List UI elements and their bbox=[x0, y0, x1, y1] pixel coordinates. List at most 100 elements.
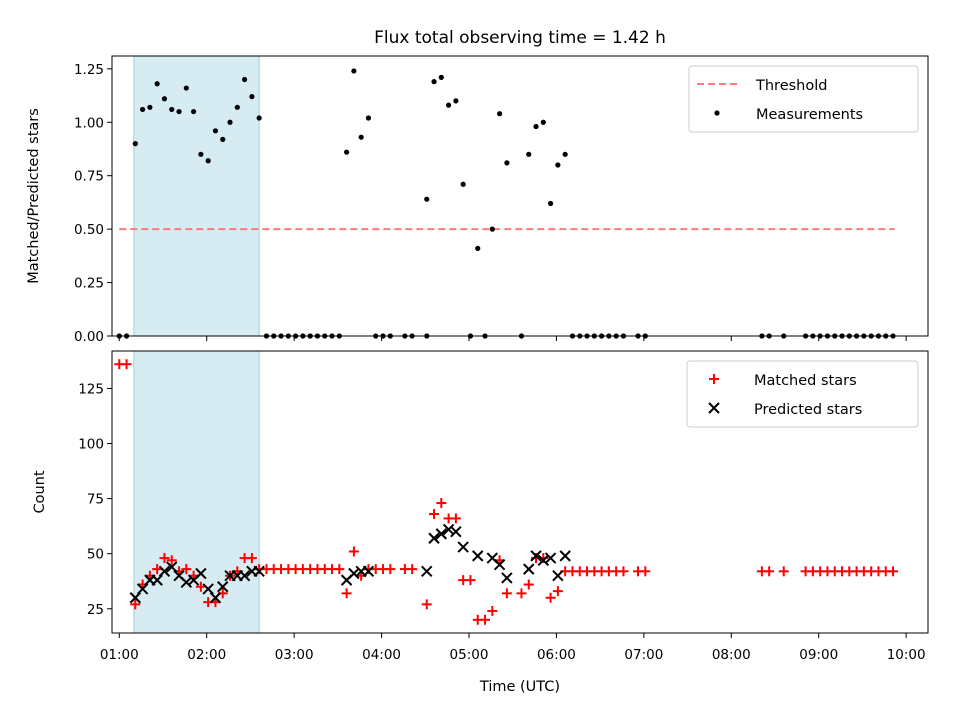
measurement-point bbox=[220, 136, 226, 142]
measurement-point bbox=[475, 245, 481, 251]
measurement-point bbox=[453, 98, 459, 104]
predicted-legend-swatch bbox=[708, 402, 720, 414]
bottom-y-tick-label: 25 bbox=[87, 602, 104, 618]
top-y-tick-label: 0.75 bbox=[74, 169, 104, 185]
measurement-point bbox=[176, 108, 182, 115]
measurement-point bbox=[256, 115, 262, 121]
measurement-point bbox=[460, 181, 466, 187]
measurement-point bbox=[431, 79, 437, 85]
predicted-star-point bbox=[501, 572, 513, 584]
predicted-star-point bbox=[435, 528, 448, 540]
bottom-legend: Matched stars Predicted stars bbox=[686, 360, 919, 428]
matched-star-point bbox=[640, 566, 651, 577]
predicted-star-point bbox=[195, 567, 207, 580]
matched-star-point bbox=[385, 564, 396, 575]
bottom-y-axis-label: Count bbox=[32, 470, 48, 513]
top-legend-box bbox=[688, 65, 919, 133]
matched-star-point bbox=[764, 566, 775, 577]
matched-star-point bbox=[407, 564, 418, 575]
matched-star-point bbox=[450, 513, 461, 524]
bottom-x-tick-label: 05:00 bbox=[450, 647, 489, 663]
matched-star-point bbox=[501, 588, 512, 599]
measurement-point bbox=[548, 200, 554, 207]
bottom-x-tick-label: 06:00 bbox=[537, 647, 576, 663]
matched-star-point bbox=[195, 581, 206, 592]
measurements-legend-swatch bbox=[714, 110, 720, 116]
measurement-point bbox=[358, 134, 364, 140]
measurement-point bbox=[227, 119, 233, 125]
matched-star-point bbox=[778, 566, 789, 577]
predicted-star-point bbox=[136, 583, 149, 595]
predicted-star-point bbox=[151, 574, 163, 586]
matched-star-point bbox=[421, 599, 432, 610]
matched-star-point bbox=[429, 509, 440, 520]
matched-star-point bbox=[523, 579, 534, 590]
predicted-star-point bbox=[442, 523, 455, 536]
measurements-legend-label: Measurements bbox=[756, 107, 863, 123]
measurement-point bbox=[183, 85, 189, 91]
top-x-ticks bbox=[118, 336, 907, 341]
measurement-point bbox=[161, 96, 168, 102]
top-legend: Threshold Measurements bbox=[688, 65, 919, 133]
measurement-point bbox=[205, 158, 211, 164]
top-y-tick-label: 0.00 bbox=[74, 329, 104, 345]
bottom-x-tick-label: 04:00 bbox=[362, 647, 401, 663]
bottom-x-ticks: 01:00 02:00 03:00 04:00 05:00 06:00 07:00 08:00… bbox=[100, 633, 926, 663]
predicted-star-point bbox=[348, 567, 360, 580]
matched-star-point bbox=[246, 553, 257, 564]
bottom-x-tick-label: 09:00 bbox=[799, 647, 838, 663]
top-axes-frame bbox=[111, 55, 929, 337]
top-y-ticks: 0.00 0.25 0.50 0.75 1.00 1.25 bbox=[74, 62, 112, 345]
matched-star-point bbox=[888, 566, 899, 577]
top-y-tick-label: 0.25 bbox=[74, 276, 104, 292]
predicted-star-point bbox=[530, 550, 542, 562]
matched-star-point bbox=[166, 555, 177, 566]
top-y-tick-label: 1.00 bbox=[74, 115, 104, 131]
predicted-star-point bbox=[166, 561, 178, 573]
matched-star-point bbox=[545, 592, 556, 603]
measurement-point bbox=[533, 123, 539, 130]
measurement-point bbox=[504, 160, 510, 166]
predicted-star-point bbox=[202, 583, 214, 595]
measurement-point bbox=[555, 162, 561, 168]
matched-star-point bbox=[152, 564, 163, 575]
measurement-point bbox=[497, 111, 503, 117]
predicted-star-point bbox=[217, 581, 229, 593]
bottom-y-ticks: 25 50 75 100 125 bbox=[78, 381, 112, 618]
predicted-star-point bbox=[544, 552, 557, 564]
measurement-point bbox=[154, 81, 160, 87]
predicted-star-point bbox=[472, 550, 484, 562]
predicted-star-point bbox=[457, 541, 469, 553]
predicted-star-point bbox=[537, 554, 550, 567]
threshold-legend-label: Threshold bbox=[755, 78, 827, 94]
measurement-point bbox=[489, 226, 495, 232]
matched-star-point bbox=[334, 564, 345, 575]
top-observing-span bbox=[133, 55, 260, 337]
bottom-y-tick-label: 50 bbox=[87, 547, 104, 563]
top-y-axis-label: Matched/Predicted stars bbox=[26, 108, 42, 284]
measurement-point bbox=[132, 141, 138, 147]
matched-star-point bbox=[436, 498, 447, 509]
bottom-axes-frame bbox=[111, 350, 929, 634]
matched-star-point bbox=[618, 566, 629, 577]
x-axis-label: Time (UTC) bbox=[479, 679, 560, 695]
measurement-point bbox=[344, 149, 350, 155]
measurement-point bbox=[242, 76, 248, 83]
measurement-point bbox=[169, 106, 175, 113]
bottom-x-tick-label: 08:00 bbox=[712, 647, 751, 663]
bottom-panel: 25 50 75 100 125 01:00 02:00 03:00 04:00 05:00 06… bbox=[32, 350, 929, 695]
top-y-tick-label: 1.25 bbox=[74, 62, 104, 78]
predicted-star-point bbox=[238, 570, 251, 582]
measurement-point bbox=[446, 102, 452, 108]
matched-star-point bbox=[516, 588, 527, 599]
predicted-star-point bbox=[428, 532, 440, 544]
predicted-star-point bbox=[158, 565, 171, 578]
bottom-observing-span bbox=[133, 350, 260, 634]
predicted-star-point bbox=[209, 592, 222, 604]
predicted-star-point bbox=[421, 565, 433, 578]
measurement-point bbox=[147, 104, 153, 110]
matched-star-point bbox=[121, 359, 132, 370]
matched-legend-label: Matched stars bbox=[754, 373, 857, 389]
measurement-point bbox=[249, 94, 255, 100]
measurement-point bbox=[140, 106, 146, 113]
